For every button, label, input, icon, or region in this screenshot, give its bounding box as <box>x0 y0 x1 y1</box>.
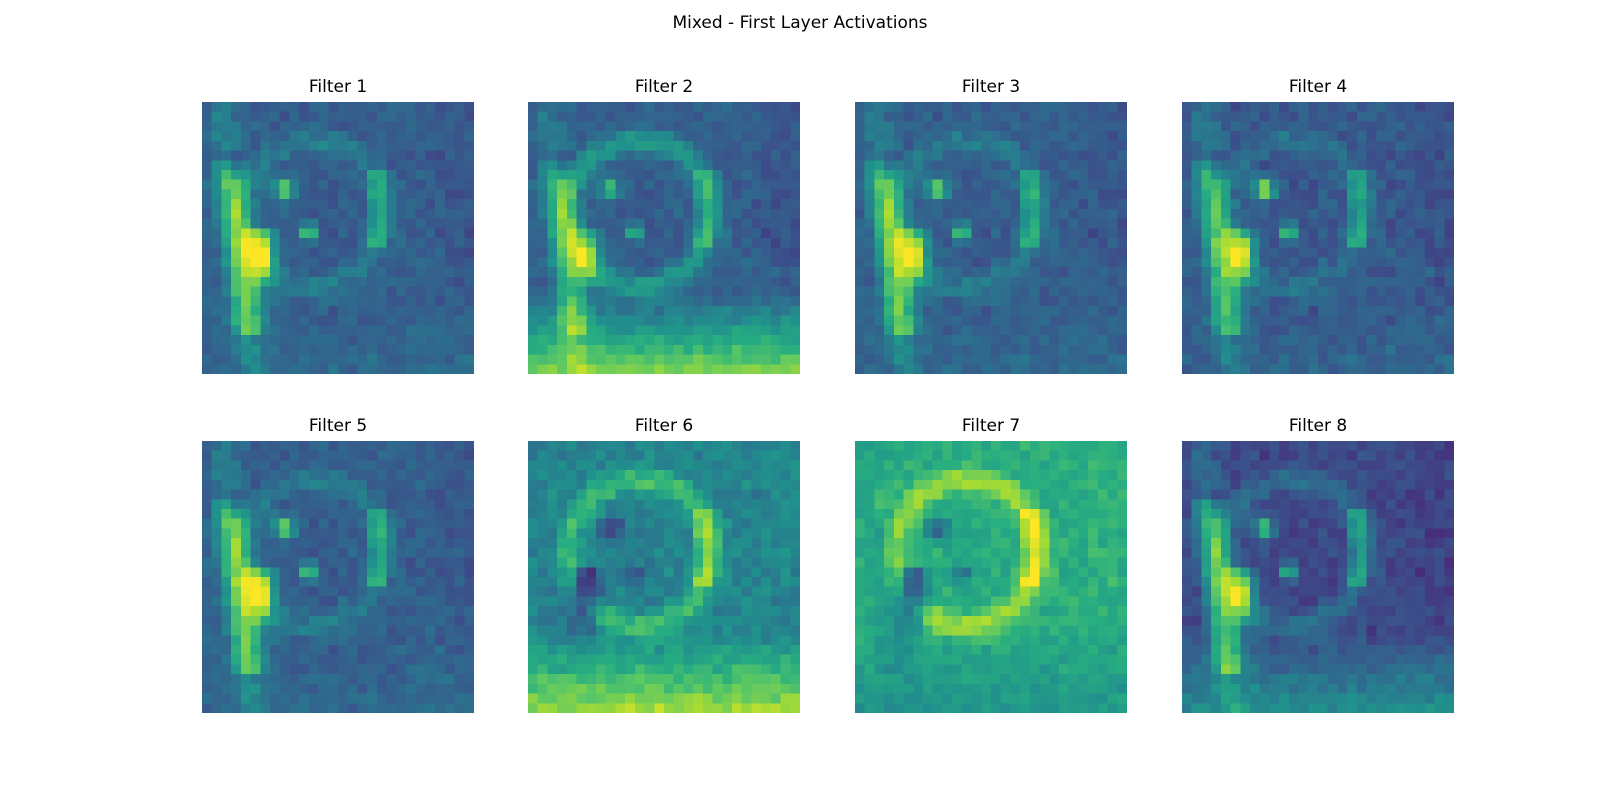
panel-title: Filter 8 <box>1288 416 1348 436</box>
activation-heatmap <box>1182 441 1454 713</box>
panel-title: Filter 6 <box>634 416 694 436</box>
activation-heatmap <box>528 441 800 713</box>
activation-heatmap <box>855 441 1127 713</box>
figure-title: Mixed - First Layer Activations <box>672 13 928 33</box>
panel-title: Filter 1 <box>308 77 368 97</box>
panel-title: Filter 5 <box>308 416 368 436</box>
panel-title: Filter 3 <box>961 77 1021 97</box>
activation-heatmap <box>855 102 1127 374</box>
activation-heatmap <box>1182 102 1454 374</box>
panel-title: Filter 2 <box>634 77 694 97</box>
panel-title: Filter 4 <box>1288 77 1348 97</box>
activation-heatmap <box>202 441 474 713</box>
activation-heatmap <box>202 102 474 374</box>
activation-heatmap <box>528 102 800 374</box>
panel-title: Filter 7 <box>961 416 1021 436</box>
